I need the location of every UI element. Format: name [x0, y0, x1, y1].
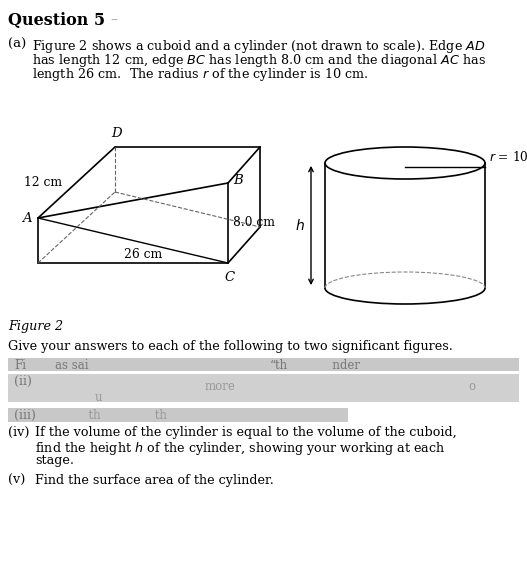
Text: Find the surface area of the cylinder.: Find the surface area of the cylinder.	[35, 474, 274, 487]
Text: Question 5: Question 5	[8, 12, 105, 29]
Text: Figure 2 shows a cuboid and a cylinder (not drawn to scale). Edge $AD$: Figure 2 shows a cuboid and a cylinder (…	[32, 38, 485, 55]
Text: length 26 cm.  The radius $r$ of the cylinder is 10 cm.: length 26 cm. The radius $r$ of the cyli…	[32, 66, 368, 83]
Text: Fi: Fi	[14, 359, 26, 372]
Bar	[8, 374, 519, 402]
Text: Give your answers to each of the following to two significant figures.: Give your answers to each of the followi…	[8, 340, 453, 353]
Text: (iii): (iii)	[14, 409, 36, 422]
Text: $r$ = 10 cm: $r$ = 10 cm	[489, 150, 527, 164]
Bar	[8, 358, 519, 371]
Bar	[8, 408, 348, 422]
Text: $h$: $h$	[295, 218, 305, 233]
Text: A: A	[22, 212, 32, 224]
Text: 26 cm: 26 cm	[124, 248, 162, 261]
Text: (ii): (ii)	[14, 375, 32, 388]
Text: C: C	[225, 271, 235, 284]
Text: has length 12 cm, edge $BC$ has length 8.0 cm and the diagonal $AC$ has: has length 12 cm, edge $BC$ has length 8…	[32, 52, 486, 69]
Text: (v): (v)	[8, 474, 25, 487]
Text: 12 cm: 12 cm	[24, 176, 63, 189]
Text: –: –	[110, 12, 117, 26]
Text: D: D	[112, 127, 122, 140]
Text: Figure 2: Figure 2	[8, 320, 63, 333]
Text: th: th	[65, 409, 101, 422]
Text: If the volume of the cylinder is equal to the volume of the cuboid,: If the volume of the cylinder is equal t…	[35, 426, 457, 439]
Text: “th: “th	[270, 359, 288, 372]
Text: 8.0 cm: 8.0 cm	[233, 216, 275, 230]
Text: th: th	[150, 409, 167, 422]
Text: u: u	[95, 391, 102, 404]
Text: B: B	[233, 175, 243, 188]
Text: (iv): (iv)	[8, 426, 30, 439]
Text: more: more	[205, 380, 236, 393]
Text: (a): (a)	[8, 38, 26, 51]
Text: stage.: stage.	[35, 454, 74, 467]
Text: o: o	[468, 380, 475, 393]
Text: find the height $h$ of the cylinder, showing your working at each: find the height $h$ of the cylinder, sho…	[35, 440, 445, 457]
Text: nder: nder	[330, 359, 360, 372]
Text: as sai: as sai	[55, 359, 89, 372]
